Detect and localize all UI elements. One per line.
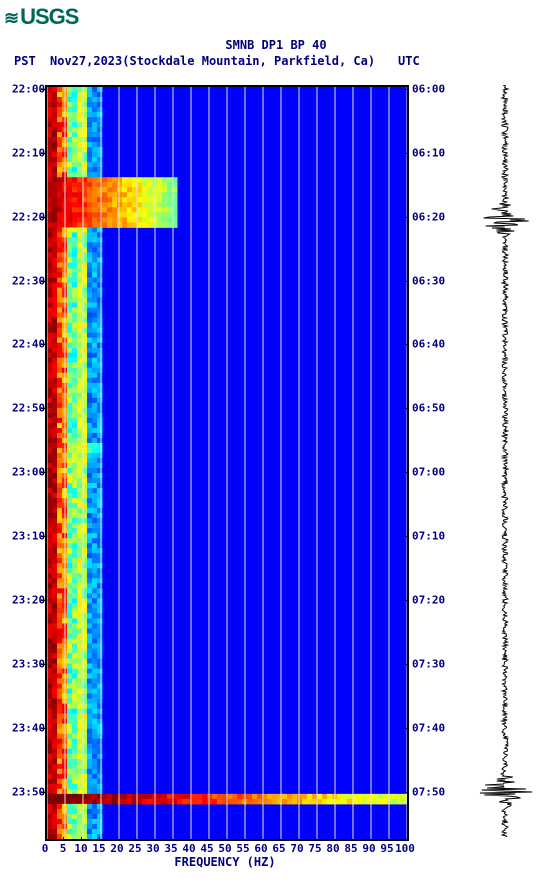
usgs-logo: ≋USGS (4, 4, 78, 30)
y-tick-right: 07:20 (412, 594, 445, 607)
y-tick-right: 07:50 (412, 785, 445, 798)
x-tick-label: 85 (344, 842, 357, 855)
x-tick-label: 15 (92, 842, 105, 855)
x-tick-label: 55 (236, 842, 249, 855)
x-tick-label: 90 (362, 842, 375, 855)
y-tick-right: 07:30 (412, 658, 445, 671)
x-axis-title: FREQUENCY (HZ) (45, 855, 405, 869)
x-tick-label: 10 (74, 842, 87, 855)
x-tick-label: 40 (182, 842, 195, 855)
y-tick-right: 06:20 (412, 210, 445, 223)
chart-title: SMNB DP1 BP 40 (0, 38, 552, 52)
x-tick-label: 70 (290, 842, 303, 855)
y-tick-right: 07:00 (412, 466, 445, 479)
logo-text: USGS (20, 4, 78, 29)
x-tick-label: 60 (254, 842, 267, 855)
x-tick-label: 30 (146, 842, 159, 855)
y-tick-right: 07:40 (412, 721, 445, 734)
x-tick-label: 35 (164, 842, 177, 855)
timezone-right-label: UTC (398, 54, 420, 68)
y-tick-right: 07:10 (412, 530, 445, 543)
y-tick-right: 06:10 (412, 146, 445, 159)
logo-wave-icon: ≋ (4, 8, 18, 29)
date-station-label: Nov27,2023(Stockdale Mountain, Parkfield… (50, 54, 375, 68)
x-tick-label: 100 (395, 842, 415, 855)
x-tick-label: 95 (380, 842, 393, 855)
x-tick-label: 20 (110, 842, 123, 855)
x-tick-label: 75 (308, 842, 321, 855)
seismogram-svg (470, 85, 540, 837)
x-tick-label: 80 (326, 842, 339, 855)
x-tick-label: 50 (218, 842, 231, 855)
y-tick-right: 06:40 (412, 338, 445, 351)
x-tick-label: 45 (200, 842, 213, 855)
timezone-left-label: PST (14, 54, 36, 68)
y-tick-right: 06:00 (412, 82, 445, 95)
y-tick-right: 06:50 (412, 402, 445, 415)
seismogram-plot (470, 85, 540, 837)
x-tick-label: 5 (60, 842, 67, 855)
spectrogram-svg (45, 85, 409, 841)
x-tick-label: 0 (42, 842, 49, 855)
y-tick-right: 06:30 (412, 274, 445, 287)
spectrogram-plot (45, 85, 405, 837)
x-tick-label: 65 (272, 842, 285, 855)
x-tick-label: 25 (128, 842, 141, 855)
